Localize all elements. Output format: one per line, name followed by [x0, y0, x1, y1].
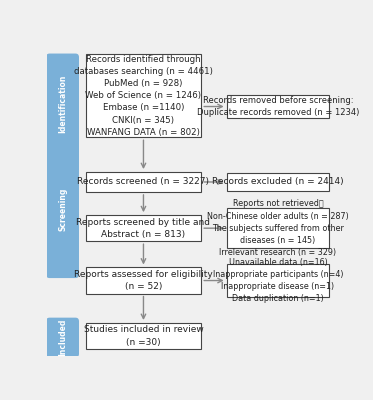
FancyBboxPatch shape	[86, 172, 201, 192]
Text: Reports screened by title and
Abstract (n = 813): Reports screened by title and Abstract (…	[76, 218, 210, 239]
Text: Records removed before screening:
Duplicate records removed (n = 1234): Records removed before screening: Duplic…	[197, 96, 359, 117]
Text: Unavailable data (n=16)
Inappropriate participants (n=4)
Inappropriate disease (: Unavailable data (n=16) Inappropriate pa…	[213, 258, 343, 303]
FancyBboxPatch shape	[226, 96, 329, 118]
Text: Reports assessed for eligibility
(n = 52): Reports assessed for eligibility (n = 52…	[74, 270, 213, 291]
FancyBboxPatch shape	[46, 54, 79, 153]
FancyBboxPatch shape	[86, 268, 201, 294]
Text: Reports not retrieved、
Non-Chinese older adults (n = 287)
The subjects suffered : Reports not retrieved、 Non-Chinese older…	[207, 199, 349, 257]
Text: Identification: Identification	[58, 74, 67, 133]
FancyBboxPatch shape	[86, 323, 201, 349]
FancyBboxPatch shape	[86, 54, 201, 137]
FancyBboxPatch shape	[226, 208, 329, 248]
FancyBboxPatch shape	[226, 264, 329, 297]
Text: Studies included in review
(n =30): Studies included in review (n =30)	[84, 326, 203, 346]
FancyBboxPatch shape	[46, 318, 79, 357]
Text: Screening: Screening	[58, 188, 67, 231]
FancyBboxPatch shape	[86, 215, 201, 241]
Text: Records excluded (n = 2414): Records excluded (n = 2414)	[212, 178, 344, 186]
Text: Records identified through
databases searching (n = 4461)
PubMed (n = 928)
Web o: Records identified through databases sea…	[74, 55, 213, 137]
FancyBboxPatch shape	[46, 141, 79, 278]
FancyBboxPatch shape	[226, 173, 329, 191]
Text: Included: Included	[58, 319, 67, 356]
Text: Records screened (n = 3227): Records screened (n = 3227)	[78, 178, 210, 186]
